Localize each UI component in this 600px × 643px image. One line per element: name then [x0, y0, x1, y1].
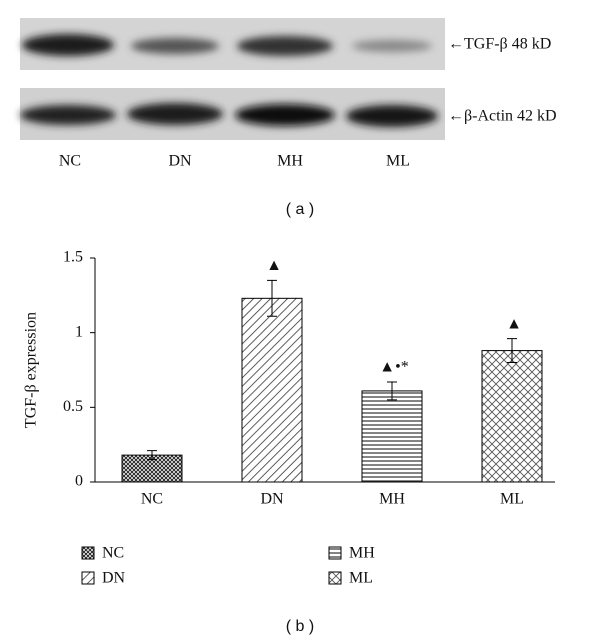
band-label: ←TGF-β 48 kD — [448, 36, 551, 53]
lane-label: NC — [59, 153, 81, 170]
bar — [481, 350, 543, 483]
x-tick-label: NC — [141, 491, 163, 508]
band-label: ←β-Actin 42 kD — [448, 108, 557, 125]
bar — [361, 390, 423, 483]
error-bar — [387, 381, 397, 401]
annotation: ▲ — [266, 257, 282, 274]
western-blot: ←TGF-β 48 kD ←β-Actin 42 kD NC DN MH ML — [20, 18, 557, 170]
y-tick-label: 1 — [75, 323, 83, 340]
legend-swatch — [81, 546, 95, 560]
lane-label: DN — [168, 153, 192, 170]
error-bar — [267, 279, 277, 317]
lane-label: ML — [386, 153, 410, 170]
legend-label: MH — [349, 545, 375, 562]
y-axis-label: TGF-β expression — [23, 312, 40, 428]
annotation: ▲•* — [379, 359, 408, 376]
y-tick-label: 0 — [75, 473, 83, 490]
bar — [241, 297, 303, 483]
error-bar — [507, 338, 517, 364]
annotation: ▲ — [506, 315, 522, 332]
legend-label: NC — [102, 545, 124, 562]
legend-label: ML — [349, 570, 373, 587]
lane-label: MH — [277, 153, 303, 170]
y-tick-label: 0.5 — [63, 398, 83, 415]
x-tick-label: MH — [379, 491, 405, 508]
error-bar — [147, 450, 157, 461]
legend-swatch — [328, 571, 342, 585]
x-tick-label: ML — [500, 491, 524, 508]
y-tick-label: 1.5 — [63, 249, 83, 266]
x-tick-label: DN — [260, 491, 284, 508]
blot-bands — [20, 34, 438, 127]
legend-swatch — [328, 546, 342, 560]
panel-label: ( b ) — [286, 618, 314, 635]
legend-swatch — [81, 571, 95, 585]
panel-label: ( a ) — [286, 201, 314, 218]
legend-label: DN — [102, 570, 126, 587]
